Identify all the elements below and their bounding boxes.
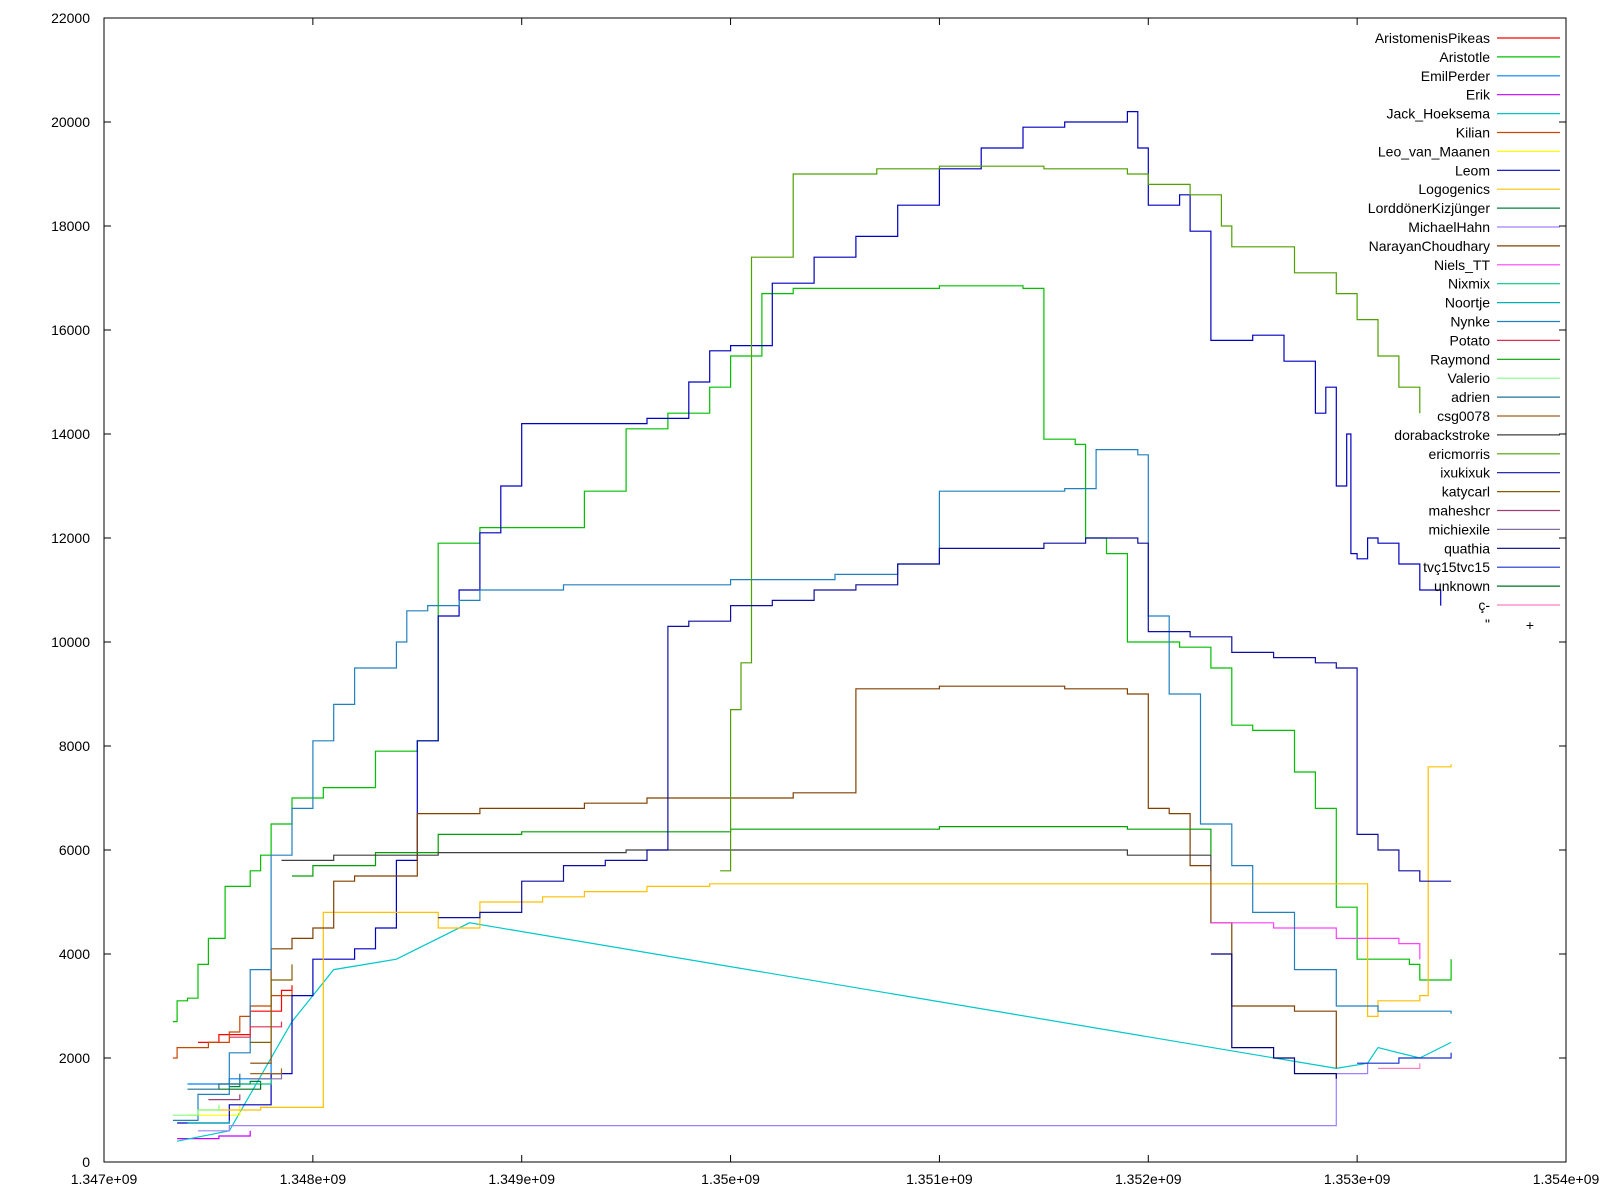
- series-line-adrien: [187, 1073, 241, 1090]
- x-tick-label: 1.347e+09: [71, 1171, 138, 1187]
- series-line-logogenics: [198, 764, 1452, 1111]
- series-line-leom: [177, 111, 1442, 1124]
- axis-ticks: 1.347e+09 1.348e+09 1.349e+09 1.35e+09 1.351…: [51, 10, 1599, 1187]
- legend-label: Jack_Hoeksema: [1387, 106, 1491, 122]
- legend-label: Kilian: [1456, 125, 1490, 141]
- series-line-erik: [177, 1130, 251, 1140]
- legend-label: adrien: [1451, 389, 1490, 405]
- series-line-dorabackstroke: [281, 849, 1212, 871]
- series-line-nixmix: [229, 1078, 272, 1085]
- y-tick-label: 10000: [51, 634, 90, 650]
- series-line-ixukixuk: [438, 537, 1452, 919]
- series-line-ericmorris: [720, 165, 1421, 872]
- series-line--: [1378, 1063, 1421, 1069]
- series-lines: [172, 111, 1452, 1142]
- legend-label: Nixmix: [1448, 276, 1490, 292]
- series-line-maheshcr: [208, 1094, 241, 1101]
- legend-label: NarayanChoudhary: [1369, 238, 1490, 254]
- legend-label: Noortje: [1445, 295, 1490, 311]
- x-tick-label: 1.354e+09: [1533, 1171, 1600, 1187]
- legend-label: LorddönerKizjünger: [1368, 200, 1491, 216]
- y-tick-label: 14000: [51, 426, 90, 442]
- legend-label: katycarl: [1442, 484, 1490, 500]
- x-tick-label: 1.349e+09: [488, 1171, 555, 1187]
- y-tick-label: 0: [82, 1154, 90, 1170]
- x-tick-label: 1.348e+09: [280, 1171, 347, 1187]
- legend-label: Raymond: [1430, 351, 1490, 367]
- x-tick-label: 1.353e+09: [1324, 1171, 1391, 1187]
- plot-frame: [103, 17, 1567, 1163]
- y-tick-label: 4000: [59, 946, 90, 962]
- series-line-valerio: [172, 1104, 220, 1116]
- y-tick-label: 16000: [51, 322, 90, 338]
- legend-label: Niels_TT: [1434, 257, 1490, 273]
- series-line-quathia: [1210, 953, 1337, 1079]
- y-tick-label: 6000: [59, 842, 90, 858]
- series-line-niels-tt: [1210, 922, 1421, 960]
- x-tick-label: 1.351e+09: [906, 1171, 973, 1187]
- legend-label: Leo_van_Maanen: [1378, 143, 1490, 159]
- y-tick-label: 22000: [51, 10, 90, 26]
- series-line-michaelhahn: [198, 1063, 1369, 1132]
- legend: AristomenisPikeas Aristotle EmilPerder Erik…: [1368, 30, 1560, 633]
- y-tick-label: 20000: [51, 114, 90, 130]
- series-line-raymond: [292, 826, 1212, 877]
- series-line-potato: [229, 1021, 283, 1038]
- legend-label: AristomenisPikeas: [1375, 30, 1490, 46]
- x-tick-label: 1.352e+09: [1115, 1171, 1182, 1187]
- series-line-unknown: [218, 1084, 262, 1090]
- x-tick-label: 1.35e+09: [701, 1171, 760, 1187]
- legend-label: ": [1485, 616, 1490, 632]
- series-line-noortje: [187, 1120, 230, 1124]
- legend-label: quathia: [1444, 540, 1490, 556]
- legend-marker: +: [1526, 617, 1534, 633]
- legend-label: maheshcr: [1429, 503, 1491, 519]
- legend-label: ericmorris: [1429, 446, 1490, 462]
- legend-label: Erik: [1466, 87, 1491, 103]
- y-tick-label: 18000: [51, 218, 90, 234]
- series-line-tv-15tvc15: [1357, 1052, 1452, 1064]
- series-line-aristotle: [172, 285, 1452, 1023]
- series-line-michiexile: [250, 1073, 283, 1080]
- legend-label: Aristotle: [1439, 49, 1490, 65]
- legend-label: tvç15tvc15: [1423, 559, 1490, 575]
- series-line-nynke: [172, 449, 1452, 1121]
- y-tick-label: 12000: [51, 530, 90, 546]
- legend-label: ç-: [1478, 597, 1490, 613]
- legend-label: Potato: [1450, 332, 1491, 348]
- legend-label: EmilPerder: [1421, 68, 1491, 84]
- legend-label: Valerio: [1447, 370, 1490, 386]
- series-line-leo-van-maanen: [187, 1104, 241, 1116]
- series-line-katycarl: [250, 964, 293, 1043]
- legend-label: ixukixuk: [1440, 465, 1491, 481]
- legend-label: michiexile: [1429, 521, 1491, 537]
- legend-label: Nynke: [1450, 314, 1490, 330]
- y-tick-label: 2000: [59, 1050, 90, 1066]
- legend-label: Leom: [1455, 162, 1490, 178]
- y-tick-label: 8000: [59, 738, 90, 754]
- legend-label: dorabackstroke: [1394, 427, 1490, 443]
- legend-label: Logogenics: [1418, 181, 1490, 197]
- legend-label: unknown: [1434, 578, 1490, 594]
- legend-label: csg0078: [1437, 408, 1490, 424]
- legend-label: MichaelHahn: [1408, 219, 1490, 235]
